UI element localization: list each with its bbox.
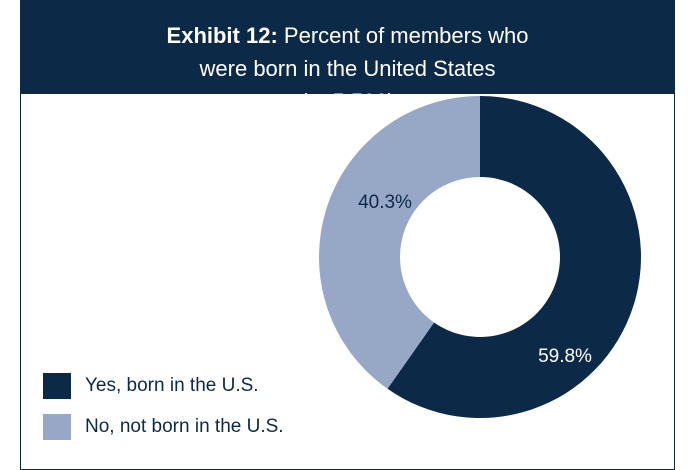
legend-label: No, not born in the U.S. [85, 416, 284, 437]
data-label: 40.3% [358, 192, 412, 213]
chart-title: Exhibit 12: Percent of members who were … [21, 1, 674, 114]
legend-swatch [43, 414, 71, 440]
data-label: 59.8% [538, 346, 592, 367]
legend-label: Yes, born in the U.S. [85, 375, 259, 396]
chart-frame: Exhibit 12: Percent of members who were … [20, 0, 675, 470]
donut-segment [319, 96, 480, 389]
donut-segment [387, 96, 641, 419]
title-text: Percent of members who were born in the … [199, 23, 529, 114]
title-label: Exhibit 12: [166, 23, 278, 48]
legend-swatch [43, 373, 71, 399]
